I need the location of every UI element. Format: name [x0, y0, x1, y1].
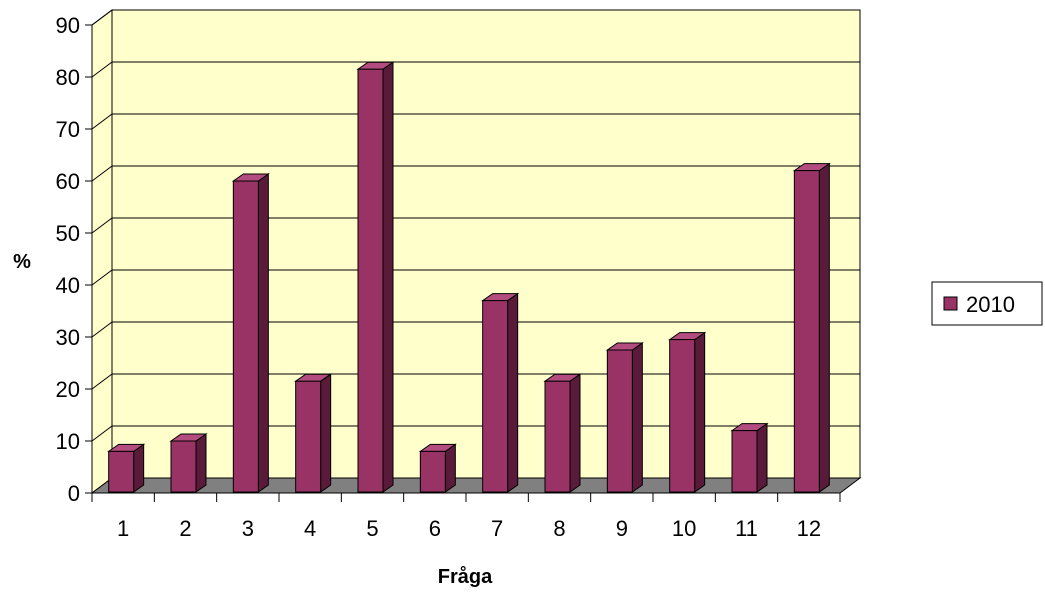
x-tick-label: 4	[304, 516, 316, 541]
y-tick-label: 60	[56, 169, 80, 194]
bar-front	[544, 380, 571, 493]
bar-side	[569, 373, 581, 493]
gridline-side	[91, 165, 113, 182]
x-tick-label: 5	[366, 516, 378, 541]
x-tick-label: 3	[242, 516, 254, 541]
bar	[356, 61, 395, 493]
y-tick-label: 0	[68, 481, 80, 506]
bar-front	[669, 339, 696, 493]
bar	[231, 173, 270, 493]
x-tick-label: 12	[797, 516, 821, 541]
gridline-side	[91, 373, 113, 390]
bar-side	[507, 292, 519, 493]
bar-front	[108, 450, 135, 493]
bar	[107, 443, 146, 493]
gridline-side	[91, 113, 113, 130]
y-axis-title: %	[13, 251, 31, 273]
x-tick-label: 8	[553, 516, 565, 541]
y-tick-label: 90	[56, 13, 80, 38]
bar	[294, 373, 333, 493]
x-tick-label: 2	[179, 516, 191, 541]
bar	[418, 443, 457, 493]
y-tick-label: 20	[56, 377, 80, 402]
bar	[792, 162, 831, 493]
gridline-side	[91, 61, 113, 78]
x-tick-labels: 1 2 3 4 5 6 7 8 9 10 11 12	[117, 516, 821, 541]
y-tick-label: 40	[56, 273, 80, 298]
x-tick-label: 9	[616, 516, 628, 541]
bar-front	[295, 380, 322, 493]
x-tick-label: 10	[672, 516, 696, 541]
bar-side	[444, 443, 456, 493]
y-tick-label: 30	[56, 325, 80, 350]
bar	[605, 342, 644, 493]
bar-front	[419, 450, 446, 493]
gridline-side	[91, 9, 113, 26]
bar-side	[382, 61, 394, 493]
legend: 2010	[931, 281, 1043, 326]
bar-side	[756, 422, 768, 493]
bar	[169, 433, 208, 493]
bar-front	[232, 180, 259, 493]
axes	[85, 24, 841, 502]
bar-side	[320, 373, 332, 493]
gridline-side	[91, 321, 113, 338]
gridline-side	[91, 269, 113, 286]
x-tick-label: 1	[117, 516, 129, 541]
gridline-side	[91, 425, 113, 442]
y-tick-labels: 0 10 20 30 40 50 60 70 80 90	[56, 13, 80, 506]
bar-front	[482, 300, 509, 493]
side-wall	[91, 9, 113, 494]
bar	[730, 422, 769, 493]
gridline-side	[91, 217, 113, 234]
x-tick-label: 11	[735, 516, 758, 541]
y-tick-label: 50	[56, 221, 80, 246]
legend-label: 2010	[966, 292, 1015, 317]
bar	[481, 292, 520, 493]
bar-front	[357, 68, 384, 493]
bar-front	[793, 170, 820, 493]
bar	[543, 373, 582, 493]
bar	[668, 331, 707, 493]
y-tick-label: 70	[56, 117, 80, 142]
legend-swatch	[943, 296, 958, 311]
bars	[107, 61, 831, 493]
x-tick-label: 6	[429, 516, 441, 541]
bar-side	[818, 162, 830, 493]
bar-side	[133, 443, 145, 493]
y-tick-label: 10	[56, 429, 80, 454]
bar-side	[195, 433, 207, 493]
x-tick-label: 7	[491, 516, 503, 541]
plot-wall	[91, 9, 861, 494]
bar-side	[694, 331, 706, 493]
bar-front	[606, 349, 633, 493]
bar-side	[631, 342, 643, 493]
bar-front	[170, 440, 197, 493]
bar-side	[257, 173, 269, 493]
x-axis-title: Fråga	[438, 565, 493, 588]
bar-front	[731, 430, 758, 493]
y-tick-label: 80	[56, 65, 80, 90]
